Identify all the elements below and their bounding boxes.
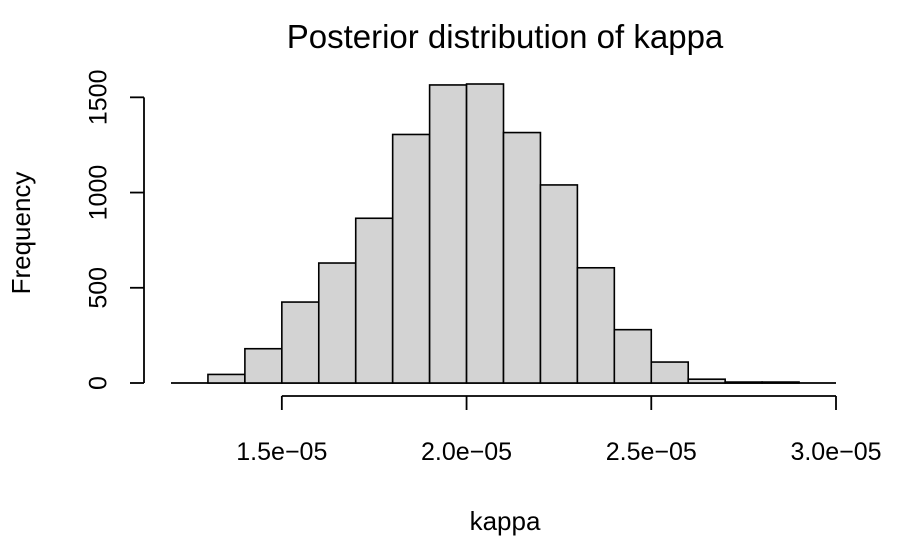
histogram-bar	[761, 381, 800, 384]
histogram-bar	[687, 378, 726, 384]
y-tick-label: 500	[85, 267, 113, 309]
y-axis-label: Frequency	[6, 172, 36, 295]
chart-title: Posterior distribution of kappa	[287, 18, 724, 55]
y-tick-label: 1500	[85, 70, 113, 126]
bars-group	[171, 83, 836, 384]
x-axis: 1.5e−05 2.0e−05 2.5e−05 3.0e−05	[236, 395, 882, 466]
histogram-bar	[539, 184, 579, 384]
histogram-bar	[428, 84, 468, 384]
histogram-bar	[724, 381, 763, 384]
histogram-bar	[465, 83, 505, 384]
y-tick-label: 0	[85, 376, 113, 390]
x-tick-label: 2.5e−05	[606, 438, 697, 466]
histogram-bar	[244, 347, 283, 384]
histogram-bar	[354, 217, 394, 384]
histogram-bar	[207, 373, 246, 384]
histogram-bar	[502, 131, 542, 384]
histogram-bar	[281, 301, 320, 384]
histogram-bar	[317, 262, 357, 384]
y-tick-label: 1000	[85, 165, 113, 221]
x-tick-label: 1.5e−05	[236, 438, 327, 466]
x-tick-label: 3.0e−05	[790, 438, 881, 466]
x-tick-label: 2.0e−05	[421, 438, 512, 466]
histogram-bar	[391, 133, 431, 384]
histogram-bar	[650, 361, 690, 384]
y-axis: 0 500 1000 1500	[85, 70, 145, 390]
histogram-bar	[576, 266, 616, 384]
x-axis-label: kappa	[470, 506, 541, 536]
histogram-bar	[613, 328, 653, 384]
